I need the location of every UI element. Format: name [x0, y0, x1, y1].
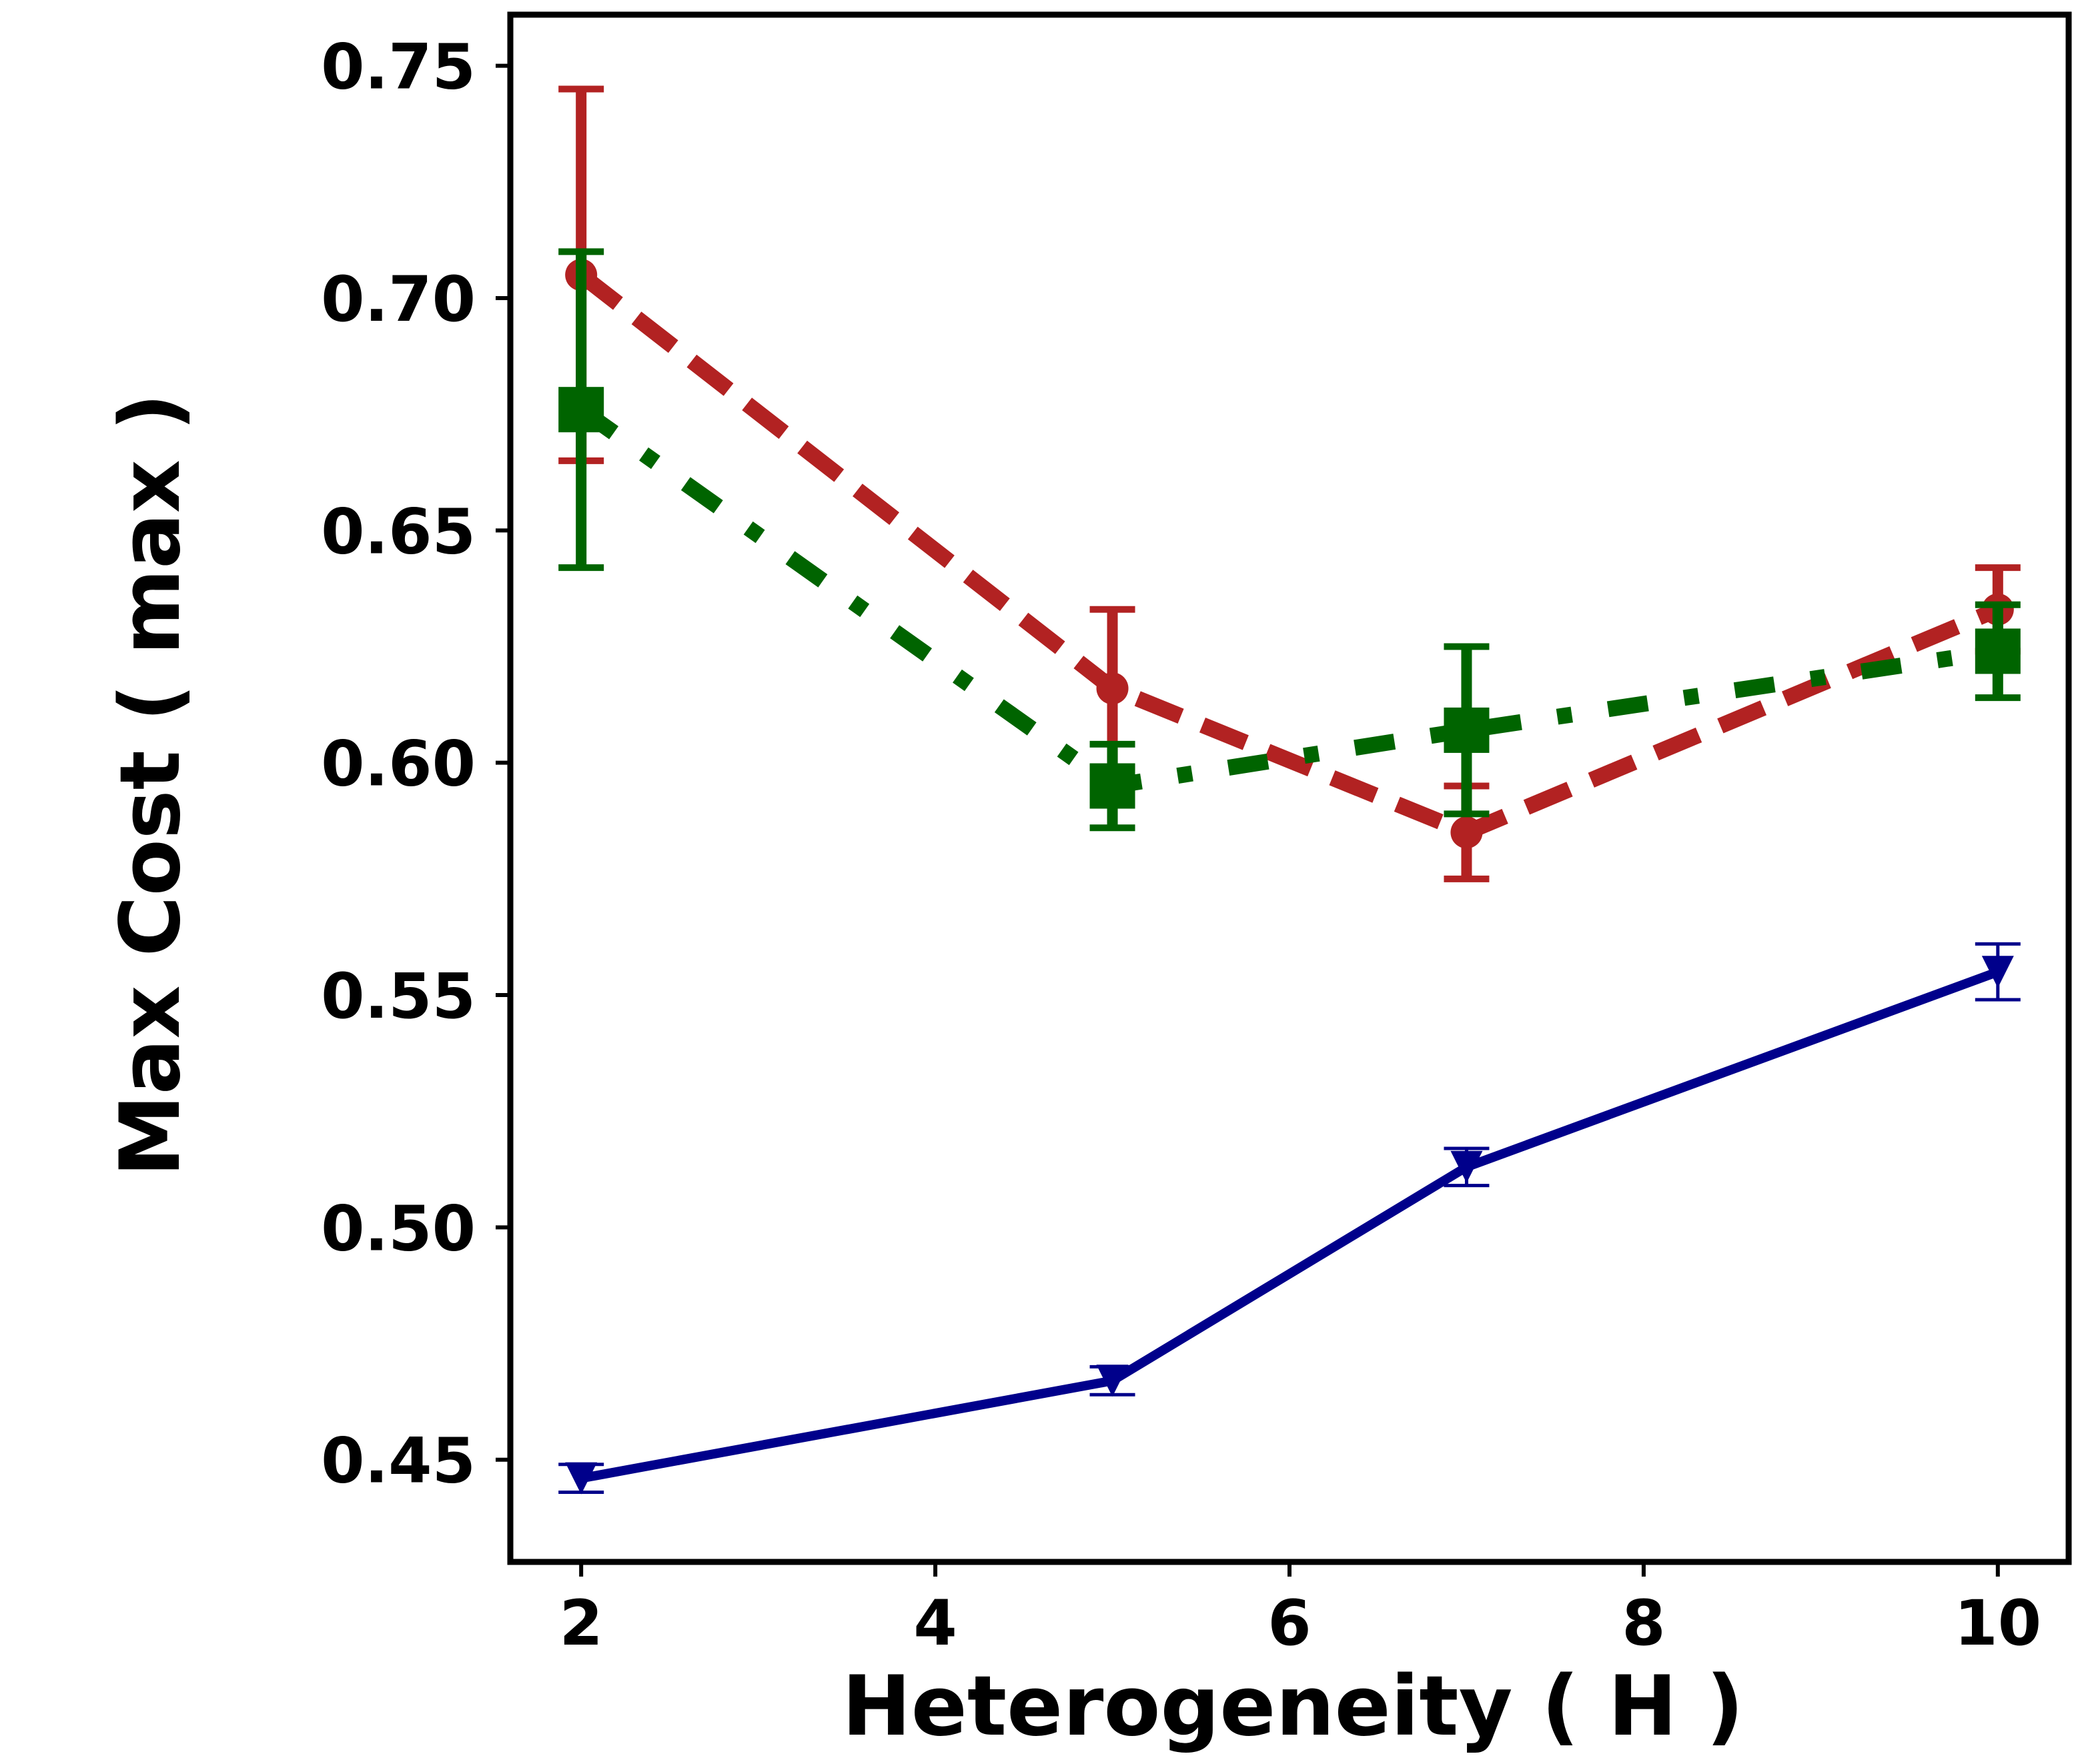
y-tick-label: 0.55	[321, 960, 476, 1033]
data-point	[1450, 816, 1483, 849]
data-point	[1981, 956, 2014, 988]
y-tick-label: 0.45	[321, 1425, 476, 1498]
y-tick-label: 0.65	[321, 496, 476, 568]
x-tick-label: 2	[559, 1587, 602, 1660]
y-tick-label: 0.70	[321, 263, 476, 336]
data-point	[1444, 707, 1490, 753]
x-axis-label: Heterogeneity ( H )	[842, 1659, 1744, 1755]
data-point	[1975, 628, 2021, 674]
series-red-dashed-line	[576, 268, 2001, 841]
x-tick-label: 8	[1622, 1587, 1665, 1660]
series-blue-solid-line	[580, 967, 2000, 1483]
y-tick-label: 0.50	[321, 1192, 476, 1265]
series-green-dashdot-line	[576, 403, 1999, 794]
data-point	[565, 1462, 598, 1495]
series-green-dashdot	[558, 248, 2021, 832]
x-tick-label: 10	[1954, 1587, 2041, 1660]
x-tick-label: 4	[913, 1587, 957, 1660]
series-layer	[558, 85, 2021, 1495]
data-point	[1089, 763, 1135, 809]
plot-frame	[507, 11, 2072, 1565]
x-tick-label: 6	[1267, 1587, 1311, 1660]
data-point	[1096, 1365, 1129, 1397]
series-red-dashed	[558, 85, 2021, 882]
data-point	[558, 387, 604, 433]
y-tick-label: 0.60	[321, 728, 476, 801]
series-blue-solid	[558, 942, 2021, 1495]
y-axis-label: Max Cost ( max )	[103, 393, 199, 1176]
y-tick-label: 0.75	[321, 31, 476, 104]
data-point	[1450, 1150, 1483, 1183]
tick-layer: 2 4 6 8 10 0.45 0.50 0.55 0.60 0.65 0.70 0.75	[321, 31, 2041, 1660]
data-point	[1096, 672, 1129, 705]
